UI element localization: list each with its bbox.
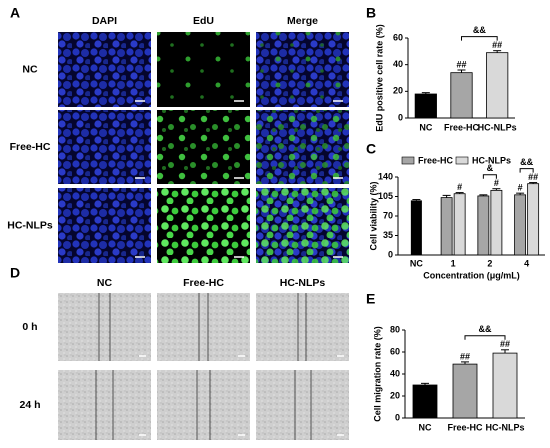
significance-label: #: [457, 182, 462, 192]
panel-letter: A: [10, 5, 20, 21]
comparison-label: &&: [479, 324, 492, 334]
column-label: Merge: [287, 15, 318, 27]
image-edu: [157, 188, 250, 263]
row-label: NC: [22, 63, 38, 75]
panel-letter: B: [366, 5, 376, 21]
row-label: Free-HC: [10, 141, 51, 153]
image-dapi: [58, 110, 151, 184]
significance-label: #: [494, 178, 499, 188]
column-label: NC: [97, 277, 113, 289]
legend-swatch: [401, 156, 415, 165]
panel-letter: D: [10, 265, 20, 281]
y-tick-label: 0: [395, 412, 400, 422]
wound-image: [58, 370, 151, 440]
y-tick-label: 20: [393, 86, 403, 96]
wound-image: [58, 293, 151, 361]
y-tick-label: 105: [378, 191, 393, 201]
image-dapi: [58, 32, 151, 107]
panel-letter: E: [366, 291, 375, 307]
comparison-bracket: [464, 335, 506, 340]
bar: [452, 363, 478, 419]
comparison-label: &: [487, 163, 494, 173]
x-axis-label: Concentration (μg/mL): [423, 270, 520, 280]
significance-label: ##: [500, 339, 510, 349]
bar: [410, 200, 422, 255]
panel-letter: C: [366, 141, 376, 157]
x-tick-label: NC: [410, 258, 423, 268]
image-dapi: [58, 188, 151, 263]
x-tick-label: HC-NLPs: [478, 122, 517, 132]
image-edu: [157, 110, 250, 184]
wound-image: [256, 370, 349, 440]
x-tick-label: NC: [419, 122, 432, 132]
x-tick-label: Free-HC: [444, 122, 480, 132]
bar: [477, 195, 490, 256]
comparison-bracket: [461, 36, 498, 41]
y-axis-label: Cell viability (%): [368, 181, 378, 250]
comparison-label: &&: [473, 25, 486, 35]
row-label: 0 h: [22, 321, 37, 333]
y-tick-label: 0: [398, 112, 403, 122]
y-axis-label: EdU positive cell rate (%): [374, 24, 384, 132]
x-tick-label: HC-NLPs: [485, 422, 524, 432]
significance-label: ##: [492, 40, 502, 50]
y-tick-label: 140: [378, 171, 393, 181]
image-merge-green: [256, 188, 349, 263]
comparison-label: &&: [520, 157, 533, 167]
image-merge-green: [256, 110, 349, 184]
y-tick-label: 80: [390, 324, 400, 334]
x-tick-label: NC: [419, 422, 432, 432]
legend-label: HC-NLPs: [472, 155, 511, 165]
bar: [412, 384, 438, 419]
significance-label: ##: [460, 351, 470, 361]
y-tick-label: 60: [390, 346, 400, 356]
row-label: HC-NLPs: [7, 219, 53, 231]
bar: [440, 197, 453, 256]
bar: [414, 93, 437, 119]
y-tick-label: 20: [390, 390, 400, 400]
y-tick-label: 60: [393, 32, 403, 42]
x-tick-label: Free-HC: [447, 422, 483, 432]
significance-label: ##: [456, 59, 466, 69]
column-label: DAPI: [92, 15, 117, 27]
wound-image: [157, 370, 250, 440]
row-label: 24 h: [19, 399, 40, 411]
bar: [450, 72, 473, 119]
significance-label: ##: [528, 172, 538, 182]
image-merge-green: [256, 32, 349, 107]
image-edu: [157, 32, 250, 107]
legend-label: Free-HC: [418, 155, 454, 165]
y-tick-label: 35: [383, 230, 393, 240]
significance-label: #: [518, 183, 523, 193]
wound-image: [256, 293, 349, 361]
bar: [514, 194, 527, 256]
y-tick-label: 40: [393, 59, 403, 69]
bar: [492, 352, 518, 419]
bar: [527, 183, 540, 256]
x-tick-label: 4: [524, 258, 529, 268]
x-tick-label: 1: [451, 258, 456, 268]
wound-image: [157, 293, 250, 361]
bar: [453, 193, 466, 256]
comparison-bracket: [482, 174, 497, 179]
y-tick-label: 70: [383, 210, 393, 220]
x-tick-label: 2: [487, 258, 492, 268]
column-label: EdU: [193, 15, 214, 27]
column-label: Free-HC: [183, 277, 224, 289]
bar: [490, 189, 503, 256]
comparison-bracket: [519, 168, 534, 173]
column-label: HC-NLPs: [280, 277, 326, 289]
legend-swatch: [455, 156, 469, 165]
bar: [486, 52, 509, 119]
y-tick-label: 0: [388, 249, 393, 259]
y-axis-label: Cell migration rate (%): [372, 326, 382, 422]
y-tick-label: 40: [390, 368, 400, 378]
